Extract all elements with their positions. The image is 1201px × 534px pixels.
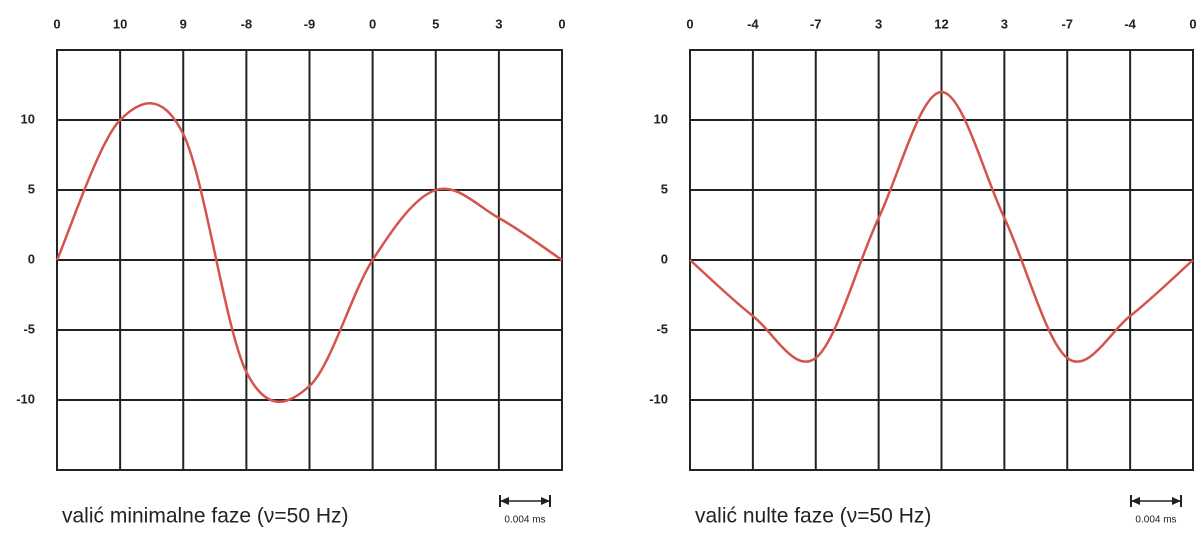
y-tick-label: -5	[656, 321, 668, 336]
sample-label: -4	[1124, 16, 1136, 31]
scale-annotation: 0.004 ms	[1135, 515, 1176, 526]
sample-label: 12	[934, 16, 948, 31]
sample-label: 0	[558, 16, 565, 31]
y-tick-label: 5	[28, 181, 35, 196]
sample-label: 10	[113, 16, 127, 31]
sample-label: 3	[875, 16, 882, 31]
sample-label: 0	[1189, 16, 1196, 31]
sample-label: 3	[495, 16, 502, 31]
sample-label: -4	[747, 16, 759, 31]
sample-label: 0	[686, 16, 693, 31]
y-tick-label: 10	[654, 111, 668, 126]
sample-label: -7	[810, 16, 822, 31]
waveform-line	[55, 102, 563, 403]
sample-label: -9	[304, 16, 316, 31]
chart-title: valić nulte faze (ν=50 Hz)	[695, 505, 931, 528]
sample-label: 5	[432, 16, 439, 31]
sample-label: -7	[1061, 16, 1073, 31]
sample-label: 9	[180, 16, 187, 31]
y-tick-label: 0	[661, 251, 668, 266]
y-tick-label: -5	[23, 321, 35, 336]
sample-label: -8	[241, 16, 253, 31]
y-tick-label: -10	[649, 391, 668, 406]
y-tick-label: 0	[28, 251, 35, 266]
y-tick-label: -10	[16, 391, 35, 406]
chart-title: valić minimalne faze (ν=50 Hz)	[62, 505, 349, 528]
sample-label: 0	[369, 16, 376, 31]
y-tick-label: 10	[21, 111, 35, 126]
sample-label: 3	[1001, 16, 1008, 31]
y-tick-label: 5	[661, 181, 668, 196]
scale-annotation: 0.004 ms	[504, 515, 545, 526]
waveform-line	[689, 90, 1194, 363]
sample-label: 0	[53, 16, 60, 31]
